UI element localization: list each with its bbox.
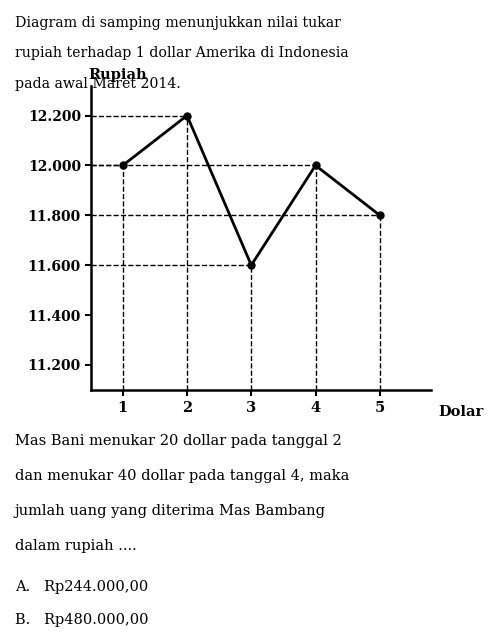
Text: rupiah terhadap 1 dollar Amerika di Indonesia: rupiah terhadap 1 dollar Amerika di Indo… — [15, 46, 348, 60]
Text: pada awal Maret 2014.: pada awal Maret 2014. — [15, 77, 181, 91]
Text: A.   Rp244.000,00: A. Rp244.000,00 — [15, 580, 148, 594]
Text: Diagram di samping menunjukkan nilai tukar: Diagram di samping menunjukkan nilai tuk… — [15, 16, 341, 30]
Text: jumlah uang yang diterima Mas Bambang: jumlah uang yang diterima Mas Bambang — [15, 504, 326, 518]
Text: Dolar: Dolar — [439, 405, 484, 419]
Text: Rupiah: Rupiah — [88, 68, 147, 82]
Text: dalam rupiah ....: dalam rupiah .... — [15, 539, 136, 553]
Text: Mas Bani menukar 20 dollar pada tanggal 2: Mas Bani menukar 20 dollar pada tanggal … — [15, 434, 342, 448]
Text: dan menukar 40 dollar pada tanggal 4, maka: dan menukar 40 dollar pada tanggal 4, ma… — [15, 469, 349, 483]
Text: B.   Rp480.000,00: B. Rp480.000,00 — [15, 613, 148, 627]
